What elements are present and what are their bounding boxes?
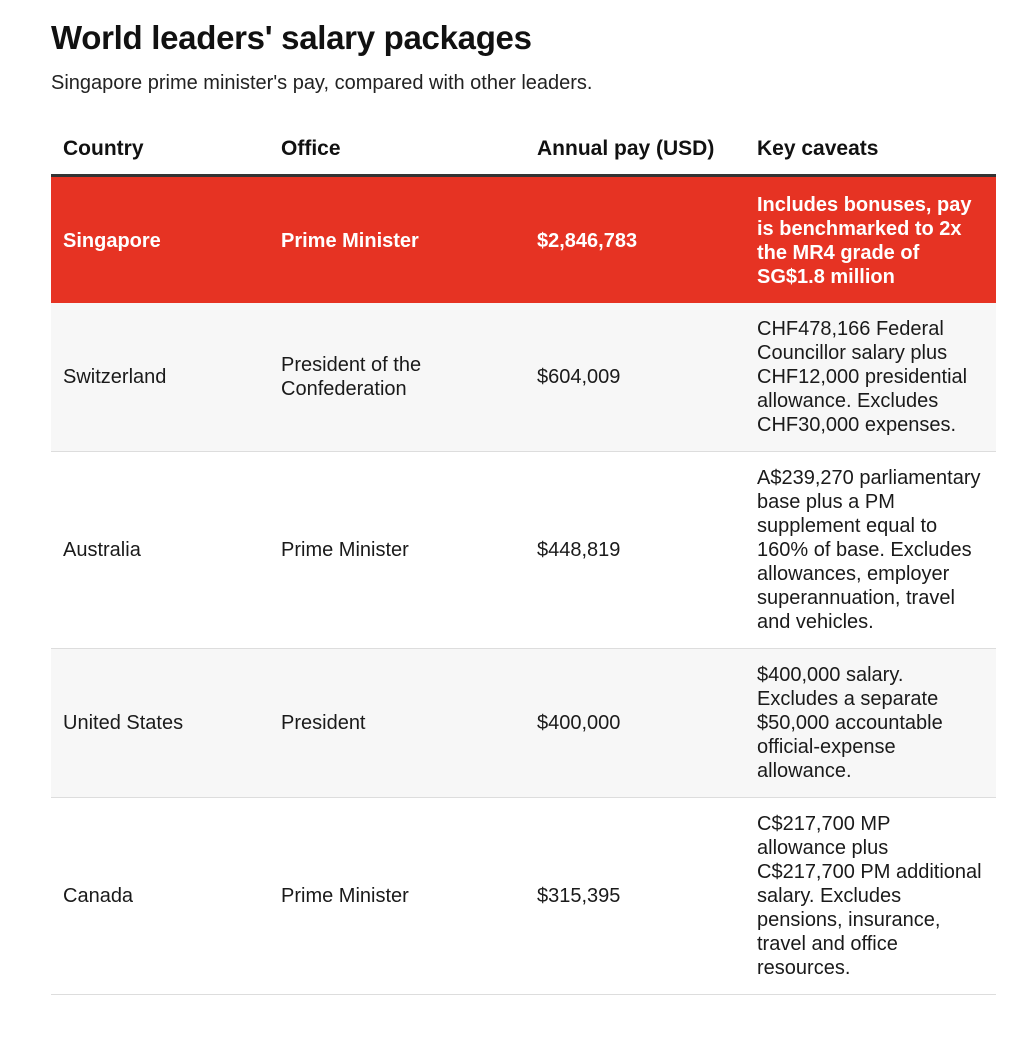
cell-key-caveats: A$239,270 parliamentary base plus a PM s… bbox=[745, 451, 996, 649]
cell-office: Prime Minister bbox=[269, 451, 525, 649]
column-header-key-caveats: Key caveats bbox=[745, 136, 996, 177]
cell-annual-pay: $315,395 bbox=[525, 797, 745, 995]
cell-country: Switzerland bbox=[51, 303, 269, 452]
cell-office: Prime Minister bbox=[269, 797, 525, 995]
cell-annual-pay: $448,819 bbox=[525, 451, 745, 649]
cell-key-caveats: CHF478,166 Federal Councillor salary plu… bbox=[745, 303, 996, 452]
cell-office: Prime Minister bbox=[269, 175, 525, 303]
chart-subtitle: Singapore prime minister's pay, compared… bbox=[51, 72, 593, 94]
cell-key-caveats: $400,000 salary. Excludes a separate $50… bbox=[745, 648, 996, 798]
table-row: United States President $400,000 $400,000 s… bbox=[51, 648, 996, 798]
cell-office: President bbox=[269, 648, 525, 798]
cell-annual-pay: $2,846,783 bbox=[525, 175, 745, 303]
cell-annual-pay: $400,000 bbox=[525, 648, 745, 798]
table-row: Singapore Prime Minister $2,846,783 Include… bbox=[51, 175, 996, 303]
cell-country: Canada bbox=[51, 797, 269, 995]
table-body: Singapore Prime Minister $2,846,783 Include… bbox=[51, 175, 996, 995]
table-row: Australia Prime Minister $448,819 A$239,270… bbox=[51, 451, 996, 649]
salary-table: Country Office Annual pay (USD) Key cave… bbox=[51, 136, 996, 995]
column-header-country: Country bbox=[51, 136, 269, 177]
cell-office: President of the Confederation bbox=[269, 303, 525, 452]
cell-country: Australia bbox=[51, 451, 269, 649]
column-header-annual-pay: Annual pay (USD) bbox=[525, 136, 745, 177]
cell-annual-pay: $604,009 bbox=[525, 303, 745, 452]
chart-title: World leaders' salary packages bbox=[51, 19, 532, 56]
chart-container: World leaders' salary packages Singapore… bbox=[51, 19, 996, 995]
cell-key-caveats: Includes bonuses, pay is benchmarked to … bbox=[745, 175, 996, 303]
table-header-row: Country Office Annual pay (USD) Key cave… bbox=[51, 136, 996, 177]
cell-country: Singapore bbox=[51, 175, 269, 303]
table-row: Switzerland President of the Confederatio… bbox=[51, 303, 996, 452]
cell-country: United States bbox=[51, 648, 269, 798]
column-header-office: Office bbox=[269, 136, 525, 177]
cell-key-caveats: C$217,700 MP allowance plus C$217,700 PM… bbox=[745, 797, 996, 995]
table-row: Canada Prime Minister $315,395 C$217,700 MP… bbox=[51, 797, 996, 995]
